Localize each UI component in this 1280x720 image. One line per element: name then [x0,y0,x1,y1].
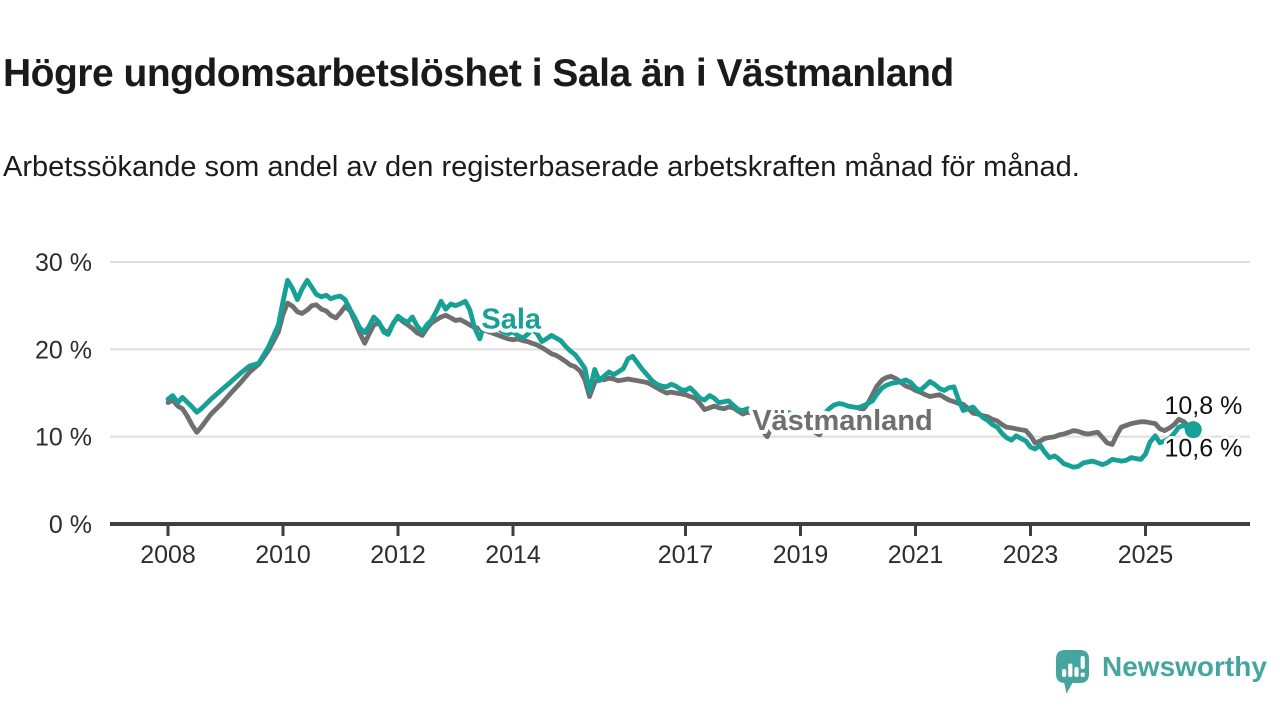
series-label-sala-label: Sala [481,303,542,335]
x-tick-label-2025: 2025 [1118,541,1174,569]
y-tick-label-20: 20 % [35,336,92,364]
x-tick-label-2014: 2014 [485,541,541,569]
chart-subtitle: Arbetssökande som andel av den registerb… [3,151,1080,183]
exclamation-bar [1080,656,1085,669]
x-tick-label-2012: 2012 [370,541,426,569]
y-tick-label-30: 30 % [35,249,92,277]
bar-small [1062,669,1067,677]
x-tick-label-2019: 2019 [773,541,829,569]
x-tick-label-2010: 2010 [255,541,311,569]
y-tick-label-0: 0 % [49,511,92,539]
series-line-sala [165,277,1196,470]
y-tick-label-10: 10 % [35,424,92,452]
x-tick-label-2008: 2008 [140,541,196,569]
series-label-vastmanland-label: Västmanland [752,405,933,437]
newsworthy-bubble-icon [1056,650,1089,694]
series-end-dot-sala [1184,421,1202,439]
x-tick-label-2023: 2023 [1003,541,1059,569]
end-value-label-sala: 10,8 % [1164,392,1242,420]
x-tick-label-2021: 2021 [888,541,944,569]
bar-tall [1068,663,1073,677]
brand-wordmark: Newsworthy [1102,651,1267,682]
bar-medium [1074,667,1079,677]
exclamation-dot [1080,672,1085,677]
x-tick-label-2017: 2017 [658,541,714,569]
newsworthy-logo: Newsworthy [1056,650,1267,695]
page-title: Högre ungdomsarbetslöshet i Sala än i Vä… [3,52,954,96]
end-value-label-västmanland: 10,6 % [1164,434,1242,462]
series-line-västmanland [165,300,1196,447]
